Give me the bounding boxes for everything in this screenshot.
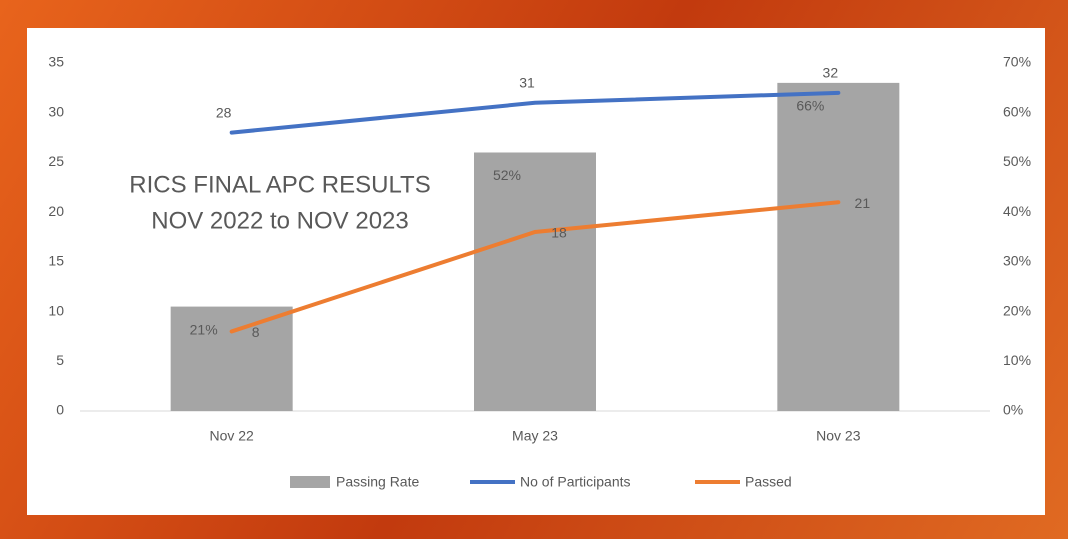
y-tick-label: 20 bbox=[48, 203, 64, 219]
y-tick-label: 35 bbox=[48, 54, 64, 70]
y2-tick-label: 30% bbox=[1003, 253, 1031, 269]
bar-value-label: 21% bbox=[190, 321, 218, 337]
line-value-label: 28 bbox=[216, 104, 232, 120]
legend-label: Passed bbox=[745, 474, 792, 490]
x-tick-label: Nov 22 bbox=[209, 428, 254, 444]
line-value-label: 18 bbox=[551, 225, 567, 241]
bar-value-label: 66% bbox=[796, 98, 824, 114]
legend-label: Passing Rate bbox=[336, 474, 419, 490]
y-tick-label: 0 bbox=[56, 402, 64, 418]
y2-tick-label: 40% bbox=[1003, 203, 1031, 219]
y2-tick-label: 10% bbox=[1003, 352, 1031, 368]
y-tick-label: 10 bbox=[48, 302, 64, 318]
x-tick-label: Nov 23 bbox=[816, 428, 861, 444]
bar bbox=[474, 152, 596, 411]
y2-tick-label: 20% bbox=[1003, 302, 1031, 318]
y-tick-label: 5 bbox=[56, 352, 64, 368]
line-value-label: 32 bbox=[823, 65, 839, 81]
bar bbox=[170, 306, 293, 411]
legend-swatch bbox=[290, 476, 330, 488]
line-value-label: 8 bbox=[252, 324, 260, 340]
y-tick-label: 25 bbox=[48, 153, 64, 169]
line bbox=[229, 90, 841, 135]
line-value-label: 21 bbox=[855, 195, 871, 211]
legend-label: No of Participants bbox=[520, 474, 631, 490]
y-tick-label: 30 bbox=[48, 103, 64, 119]
line bbox=[229, 200, 841, 334]
chart-title: RICS FINAL APC RESULTS bbox=[129, 171, 430, 198]
x-tick-label: May 23 bbox=[512, 428, 558, 444]
y2-tick-label: 0% bbox=[1003, 402, 1023, 418]
y-tick-label: 15 bbox=[48, 253, 64, 269]
bar bbox=[777, 82, 900, 411]
bar-value-label: 52% bbox=[493, 167, 521, 183]
y2-tick-label: 60% bbox=[1003, 103, 1031, 119]
line-value-label: 31 bbox=[519, 74, 535, 90]
y2-tick-label: 70% bbox=[1003, 54, 1031, 70]
y2-tick-label: 50% bbox=[1003, 153, 1031, 169]
chart-subtitle: NOV 2022 to NOV 2023 bbox=[151, 207, 408, 234]
